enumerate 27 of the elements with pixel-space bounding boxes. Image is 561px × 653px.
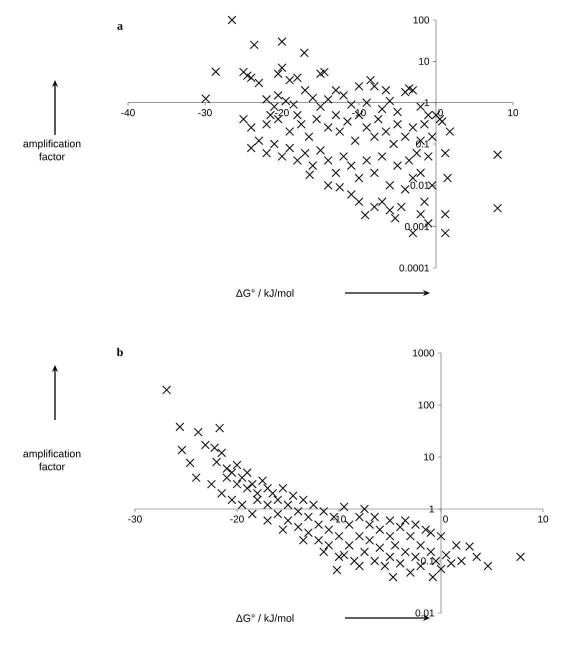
y-axis-title: amplification factor	[23, 450, 80, 470]
x-axis-title: ΔG° / kJ/mol	[236, 614, 294, 622]
x-tick-label: 10	[508, 109, 518, 116]
chart-title: b	[116, 348, 123, 356]
y-tick-label: 10	[419, 58, 430, 65]
y-tick-label: 100	[414, 16, 430, 24]
x-tick-label: -40	[121, 109, 135, 116]
y-tick-label: 0.1	[421, 557, 434, 565]
y-tick-label: 0.0001	[399, 264, 430, 272]
x-tick-label: -30	[128, 515, 142, 523]
y-tick-label: 1000	[413, 349, 434, 357]
x-tick-label: -20	[275, 109, 289, 116]
y-tick-label: 0.01	[415, 609, 434, 617]
y-tick-label: 1	[430, 506, 434, 512]
x-tick-label: -20	[230, 515, 244, 523]
x-tick-label: 0	[438, 109, 443, 116]
x-tick-label: 0	[443, 515, 448, 523]
x-axis-title: ΔG° / kJ/mol	[236, 289, 294, 297]
y-axis-title: amplification factor	[23, 140, 80, 160]
y-tick-label: 0.001	[404, 223, 430, 230]
y-tick-label: 0.01	[410, 182, 430, 189]
y-tick-label: 10	[424, 453, 434, 461]
x-tick-label: 10	[538, 515, 548, 523]
y-tick-label: 100	[418, 401, 434, 409]
x-tick-label: -30	[198, 109, 212, 116]
chart-title: a	[117, 24, 123, 30]
y-tick-label: 0.1	[416, 140, 430, 148]
